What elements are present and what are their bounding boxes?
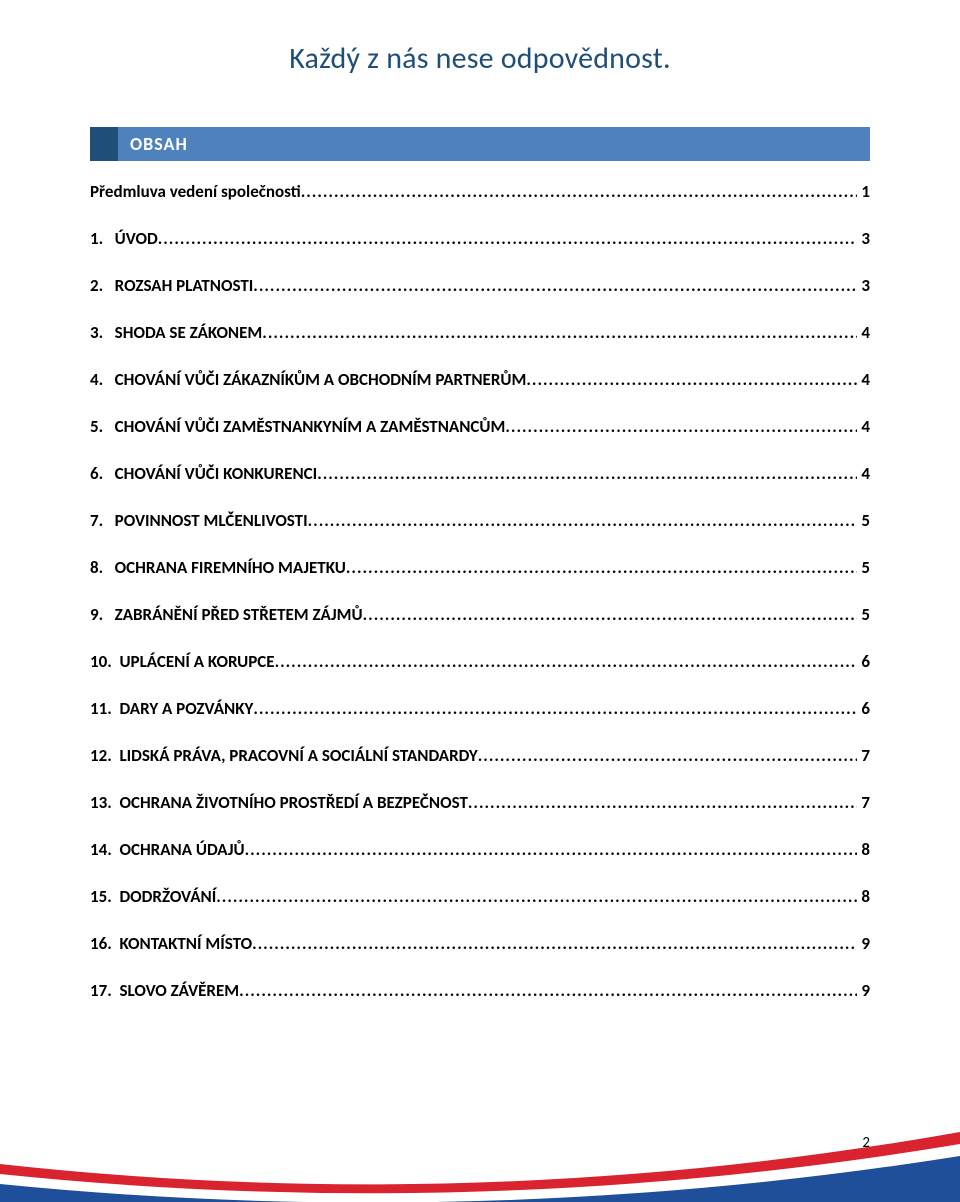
toc-entry[interactable]: 3. SHODA SE ZÁKONEM 4	[90, 322, 870, 343]
toc-leader-dots	[505, 416, 857, 437]
toc-entry[interactable]: 5. CHOVÁNÍ VŮČI ZAMĚSTNANKYNÍM A ZAMĚSTN…	[90, 416, 870, 437]
toc-entry-page: 8	[857, 886, 870, 907]
toc-leader-dots	[245, 839, 858, 860]
toc-entry-label: Předmluva vedení společnosti	[90, 181, 301, 202]
toc-entry[interactable]: 1. ÚVOD 3	[90, 228, 870, 249]
toc-entry-label: 15. DODRŽOVÁNÍ	[90, 886, 216, 907]
page: Každý z nás nese odpovědnost. OBSAH Před…	[0, 0, 960, 1202]
toc-entry[interactable]: 17. SLOVO ZÁVĚREM 9	[90, 980, 870, 1001]
toc-entry[interactable]: 7. POVINNOST MLČENLIVOSTI 5	[90, 510, 870, 531]
toc-entry-label: 10. UPLÁCENÍ A KORUPCE	[90, 651, 275, 672]
toc-entry-page: 4	[857, 369, 870, 390]
toc-entry-label: 5. CHOVÁNÍ VŮČI ZAMĚSTNANKYNÍM A ZAMĚSTN…	[90, 416, 505, 437]
footer-curve-white	[0, 1144, 960, 1202]
toc-entry-page: 3	[857, 228, 870, 249]
toc-entry[interactable]: 2. ROZSAH PLATNOSTI 3	[90, 275, 870, 296]
toc-entry-label: 7. POVINNOST MLČENLIVOSTI	[90, 510, 308, 531]
toc-entry-label: 12. LIDSKÁ PRÁVA, PRACOVNÍ A SOCIÁLNÍ ST…	[90, 745, 478, 766]
toc-entry-label: 4. CHOVÁNÍ VŮČI ZÁKAZNÍKŮM A OBCHODNÍM P…	[90, 369, 526, 390]
toc-entry-label: 11. DARY A POZVÁNKY	[90, 698, 253, 719]
toc-leader-dots	[317, 463, 857, 484]
toc-leader-dots	[308, 510, 858, 531]
toc-leader-dots	[526, 369, 857, 390]
toc-leader-dots	[346, 557, 857, 578]
toc-entry[interactable]: Předmluva vedení společnosti 1	[90, 181, 870, 202]
toc-entry-label: 6. CHOVÁNÍ VŮČI KONKURENCI	[90, 463, 317, 484]
toc-entry-page: 4	[857, 416, 870, 437]
toc-entry-label: 13. OCHRANA ŽIVOTNÍHO PROSTŘEDÍ A BEZPEČ…	[90, 792, 468, 813]
toc-entry-page: 9	[857, 933, 870, 954]
toc-entry-page: 7	[857, 745, 870, 766]
toc-leader-dots	[216, 886, 857, 907]
toc-entry[interactable]: 15. DODRŽOVÁNÍ 8	[90, 886, 870, 907]
toc-leader-dots	[253, 698, 857, 719]
toc-entry-label: 2. ROZSAH PLATNOSTI	[90, 275, 253, 296]
toc-leader-dots	[478, 745, 858, 766]
page-number: 2	[862, 1134, 870, 1152]
toc-entry[interactable]: 6. CHOVÁNÍ VŮČI KONKURENCI 4	[90, 463, 870, 484]
toc-entry-label: 9. ZABRÁNĚNÍ PŘED STŘETEM ZÁJMŮ	[90, 604, 363, 625]
footer-decoration	[0, 1132, 960, 1202]
table-of-contents: Předmluva vedení společnosti 11. ÚVOD 32…	[90, 181, 870, 1001]
toc-leader-dots	[252, 933, 857, 954]
toc-leader-dots	[262, 322, 857, 343]
toc-entry-page: 6	[857, 651, 870, 672]
section-heading-obsah: OBSAH	[90, 127, 870, 161]
toc-leader-dots	[468, 792, 857, 813]
toc-entry-page: 5	[857, 557, 870, 578]
toc-entry-page: 3	[857, 275, 870, 296]
toc-entry-page: 4	[857, 463, 870, 484]
toc-leader-dots	[275, 651, 858, 672]
toc-leader-dots	[239, 980, 857, 1001]
toc-entry-page: 5	[857, 604, 870, 625]
toc-entry[interactable]: 11. DARY A POZVÁNKY 6	[90, 698, 870, 719]
toc-entry-page: 1	[857, 181, 870, 202]
toc-entry-page: 6	[857, 698, 870, 719]
toc-entry-label: 3. SHODA SE ZÁKONEM	[90, 322, 262, 343]
toc-entry[interactable]: 12. LIDSKÁ PRÁVA, PRACOVNÍ A SOCIÁLNÍ ST…	[90, 745, 870, 766]
toc-entry[interactable]: 10. UPLÁCENÍ A KORUPCE 6	[90, 651, 870, 672]
toc-leader-dots	[301, 181, 858, 202]
toc-entry[interactable]: 9. ZABRÁNĚNÍ PŘED STŘETEM ZÁJMŮ 5	[90, 604, 870, 625]
toc-entry-page: 4	[857, 322, 870, 343]
toc-entry-label: 16. KONTAKTNÍ MÍSTO	[90, 933, 252, 954]
toc-entry-page: 5	[857, 510, 870, 531]
toc-entry[interactable]: 16. KONTAKTNÍ MÍSTO 9	[90, 933, 870, 954]
toc-leader-dots	[363, 604, 858, 625]
footer-curve-red	[0, 1132, 960, 1202]
toc-entry-page: 8	[857, 839, 870, 860]
toc-entry-page: 7	[857, 792, 870, 813]
toc-entry-label: 17. SLOVO ZÁVĚREM	[90, 980, 239, 1001]
page-title: Každý z nás nese odpovědnost.	[90, 40, 870, 77]
toc-entry[interactable]: 13. OCHRANA ŽIVOTNÍHO PROSTŘEDÍ A BEZPEČ…	[90, 792, 870, 813]
toc-entry[interactable]: 8. OCHRANA FIREMNÍHO MAJETKU 5	[90, 557, 870, 578]
toc-entry[interactable]: 4. CHOVÁNÍ VŮČI ZÁKAZNÍKŮM A OBCHODNÍM P…	[90, 369, 870, 390]
toc-entry-page: 9	[857, 980, 870, 1001]
toc-entry-label: 14. OCHRANA ÚDAJŮ	[90, 839, 245, 860]
toc-entry-label: 8. OCHRANA FIREMNÍHO MAJETKU	[90, 557, 346, 578]
toc-entry-label: 1. ÚVOD	[90, 228, 158, 249]
toc-entry[interactable]: 14. OCHRANA ÚDAJŮ 8	[90, 839, 870, 860]
footer-curve-blue	[0, 1156, 960, 1202]
toc-leader-dots	[158, 228, 858, 249]
toc-leader-dots	[253, 275, 857, 296]
